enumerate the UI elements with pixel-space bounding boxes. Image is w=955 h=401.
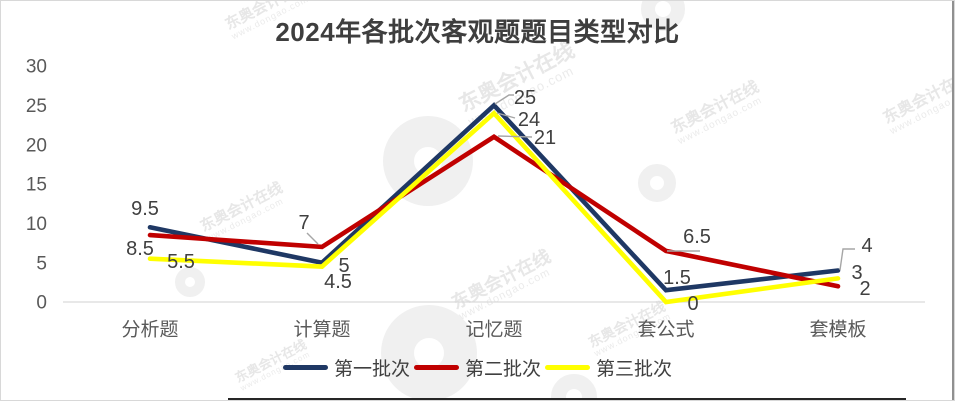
y-tick-label: 10 <box>26 214 47 235</box>
y-tick-label: 20 <box>26 135 47 156</box>
data-label-series-1: 1.5 <box>663 267 691 289</box>
legend-label-batch-2: 第二批次 <box>464 359 541 380</box>
legend-swatch-batch-1-icon <box>282 365 328 370</box>
data-label-series-2: 6.5 <box>683 226 711 248</box>
data-label-series-3: 0 <box>687 293 698 315</box>
series-line-3 <box>147 109 841 305</box>
legend-swatch-batch-2-icon <box>413 365 459 370</box>
screenshot-right-edge <box>952 1 954 400</box>
x-category-label: 记忆题 <box>465 319 522 341</box>
screenshot-bottom-artifact <box>228 398 906 400</box>
x-category-label: 套模板 <box>809 319 866 341</box>
data-label-series-1: 4 <box>861 235 872 257</box>
legend-item-batch-3: 第三批次 <box>545 354 672 381</box>
y-tick-label: 5 <box>36 253 47 274</box>
data-label-series-1: 9.5 <box>131 198 159 220</box>
label-leader-line <box>494 94 514 105</box>
x-category-label: 分析题 <box>121 319 178 341</box>
y-tick-label: 0 <box>36 293 47 314</box>
data-label-series-2: 2 <box>859 278 870 300</box>
legend-swatch-batch-3-icon <box>545 365 590 370</box>
data-label-series-3: 5.5 <box>167 251 195 273</box>
data-label-series-3: 4.5 <box>324 271 352 293</box>
y-tick-label: 30 <box>26 57 47 78</box>
data-label-series-2: 7 <box>298 212 309 234</box>
chart-legend: 第一批次 第二批次 第三批次 <box>1 354 954 381</box>
x-category-label: 计算题 <box>293 319 350 341</box>
legend-label-batch-3: 第三批次 <box>596 359 673 380</box>
series-line-1 <box>147 102 841 293</box>
label-leader-line <box>497 135 533 138</box>
data-label-series-3: 3 <box>851 262 862 284</box>
data-label-series-1: 25 <box>514 87 536 109</box>
legend-item-batch-2: 第二批次 <box>413 354 541 381</box>
y-tick-label: 15 <box>26 175 47 196</box>
label-leader-line <box>839 248 855 271</box>
legend-item-batch-1: 第一批次 <box>282 354 410 381</box>
x-category-label: 套公式 <box>637 319 694 341</box>
data-label-series-1: 5 <box>338 255 349 277</box>
data-label-series-3: 24 <box>518 109 540 131</box>
legend-label-batch-1: 第一批次 <box>333 359 410 380</box>
label-leader-line <box>306 232 319 245</box>
chart-title: 2024年各批次客观题题目类型对比 <box>275 17 680 47</box>
series-line-2 <box>147 134 841 289</box>
data-label-series-2: 8.5 <box>126 238 154 260</box>
label-leader-line <box>496 112 516 119</box>
data-label-series-2: 21 <box>534 127 556 149</box>
y-tick-label: 25 <box>26 96 47 117</box>
